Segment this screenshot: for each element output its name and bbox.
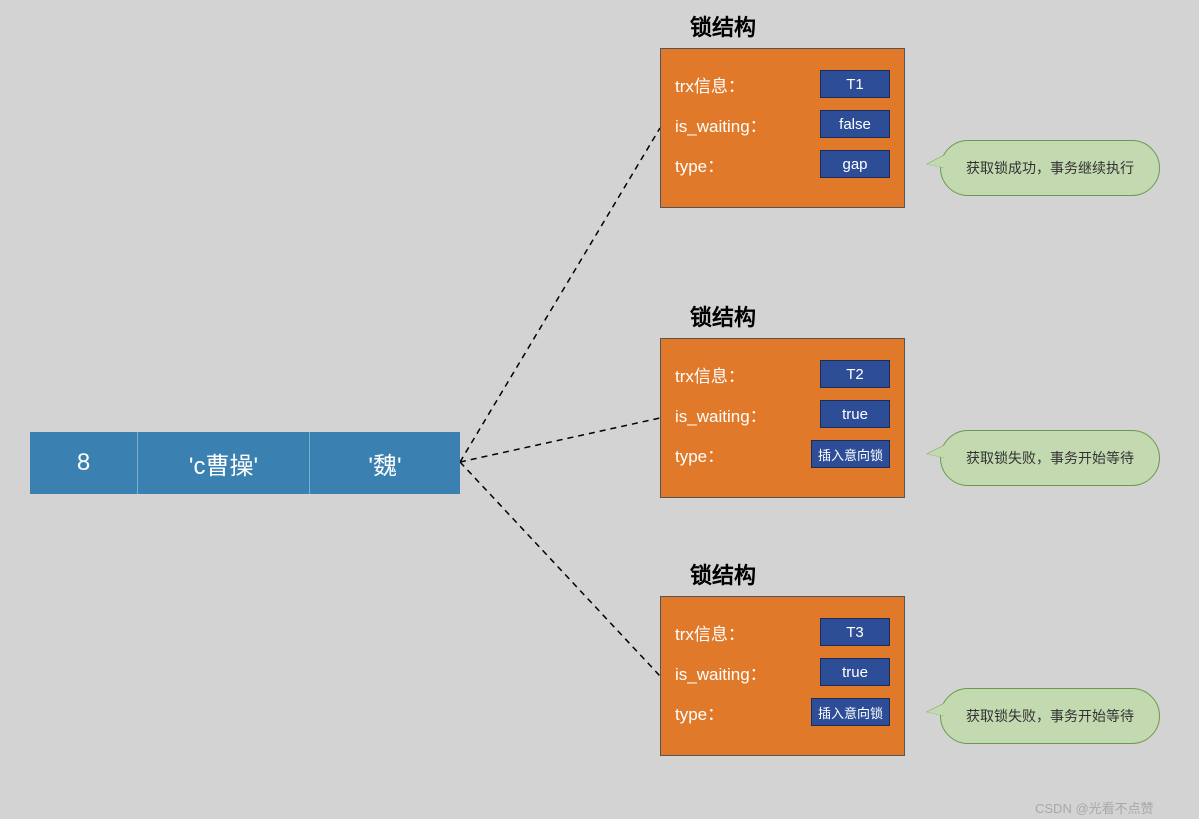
lock-field-label: type： [675,442,724,467]
lock-field-label: is_waiting： [675,402,767,427]
record-cell: '魏' [310,432,460,494]
lock-field-row: type： gap [675,147,890,181]
lock-field-row: is_waiting： false [675,107,890,141]
record-cell: 8 [30,432,138,494]
lock-field-value: false [820,110,890,138]
diagram-canvas: 8'c曹操''魏' 锁结构 trx信息： T1 is_waiting： false type… [0,0,1199,819]
lock-structure-title: 锁结构 [690,300,756,332]
lock-field-label: trx信息： [675,620,745,645]
lock-structure-title: 锁结构 [690,10,756,42]
lock-field-label: trx信息： [675,72,745,97]
lock-field-row: is_waiting： true [675,397,890,431]
lock-field-value: T1 [820,70,890,98]
lock-field-value: T3 [820,618,890,646]
callout-bubble: 获取锁成功，事务继续执行 [940,140,1160,196]
lock-structure-title: 锁结构 [690,558,756,590]
lock-field-row: type： 插入意向锁 [675,695,890,729]
lock-field-label: type： [675,152,724,177]
lock-field-value: 插入意向锁 [811,698,890,726]
lock-field-value: T2 [820,360,890,388]
lock-field-value: true [820,400,890,428]
watermark-text: CSDN @光看不点赞 [1035,798,1154,817]
lock-field-value: true [820,658,890,686]
lock-field-row: type： 插入意向锁 [675,437,890,471]
lock-field-label: trx信息： [675,362,745,387]
lock-structure-box: trx信息： T1 is_waiting： false type： gap [660,48,905,208]
lock-field-row: is_waiting： true [675,655,890,689]
data-record-row: 8'c曹操''魏' [30,432,460,494]
callout-bubble: 获取锁失败，事务开始等待 [940,430,1160,486]
lock-field-row: trx信息： T1 [675,67,890,101]
lock-field-value: 插入意向锁 [811,440,890,468]
lock-field-label: type： [675,700,724,725]
callout-bubble: 获取锁失败，事务开始等待 [940,688,1160,744]
lock-structure-box: trx信息： T2 is_waiting： true type： 插入意向锁 [660,338,905,498]
lock-field-label: is_waiting： [675,660,767,685]
lock-field-row: trx信息： T2 [675,357,890,391]
lock-field-row: trx信息： T3 [675,615,890,649]
lock-field-value: gap [820,150,890,178]
lock-field-label: is_waiting： [675,112,767,137]
record-cell: 'c曹操' [138,432,310,494]
lock-structure-box: trx信息： T3 is_waiting： true type： 插入意向锁 [660,596,905,756]
